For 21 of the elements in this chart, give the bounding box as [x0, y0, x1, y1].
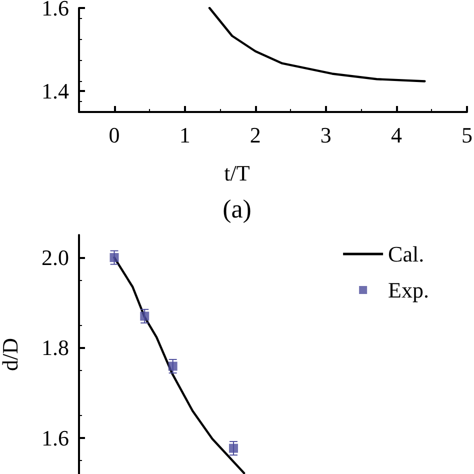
x-tick-label: 0: [108, 122, 120, 148]
legend-label: Cal.: [388, 242, 424, 266]
y-tick-label: 1.4: [42, 78, 69, 104]
x-tick-label: 4: [390, 122, 402, 148]
line-series: [208, 6, 426, 82]
x-tick-label: 1: [179, 122, 190, 148]
y-tick-label: 1.8: [42, 335, 69, 360]
y-tick-label: 1.6: [42, 425, 69, 450]
x-tick-label: 3: [320, 122, 332, 148]
y-tick-label: 2.0: [42, 245, 69, 270]
y-axis-title: d/D: [0, 338, 22, 371]
point: [228, 444, 238, 453]
point: [140, 312, 150, 321]
x-axis-title: t/T: [224, 160, 250, 186]
point: [110, 253, 119, 262]
x-tick-label: 2: [250, 122, 261, 148]
point: [168, 362, 178, 371]
y-tick-label: 1.6: [42, 0, 69, 20]
text: (a): [222, 194, 252, 224]
x-tick-label: 5: [462, 122, 472, 148]
legend-label: Exp.: [388, 278, 430, 302]
